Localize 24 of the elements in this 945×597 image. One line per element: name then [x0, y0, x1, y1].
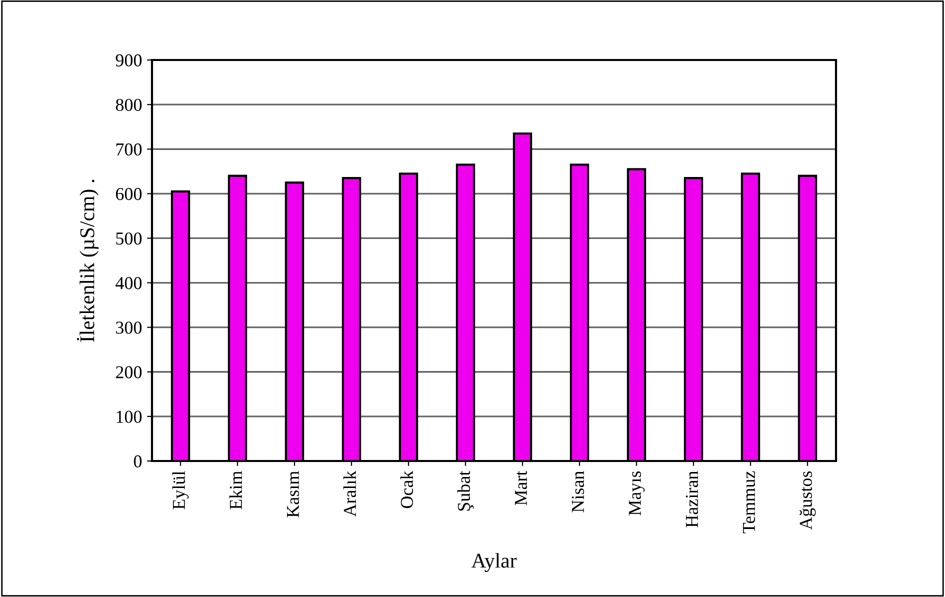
x-tick-label: Haziran: [686, 471, 698, 528]
x-tick-label: Temmuz: [743, 471, 756, 534]
y-tick-label: 700: [116, 143, 142, 156]
x-axis-title: Aylar: [471, 553, 517, 572]
y-tick-label: 900: [116, 54, 142, 66]
x-tick-label: Mayıs: [628, 471, 645, 516]
y-tick-label: 200: [116, 366, 142, 378]
x-tick-label: Mart: [515, 470, 528, 506]
y-tick-label: 800: [116, 98, 142, 111]
x-tick-label: Aralık: [343, 470, 356, 517]
x-tick-label: Eylül: [172, 471, 189, 510]
x-tick-label: Ocak: [400, 470, 414, 508]
x-tick-label: Şubat: [457, 470, 474, 511]
x-tick-label: Nisan: [572, 471, 584, 512]
y-tick-label: 100: [116, 410, 142, 423]
x-tick-label: Kasım: [287, 471, 300, 518]
y-tick-label: 300: [116, 322, 142, 334]
y-tick-label: 0: [134, 455, 142, 468]
y-tick-label: 500: [116, 232, 142, 245]
x-tick-label: Ağustos: [799, 471, 816, 530]
y-tick-label: 400: [116, 277, 142, 290]
y-tick-label: 600: [116, 188, 142, 200]
y-axis-title: İletkenlik (µS/cm) .: [76, 180, 99, 342]
x-tick-label: Ekim: [229, 471, 242, 510]
